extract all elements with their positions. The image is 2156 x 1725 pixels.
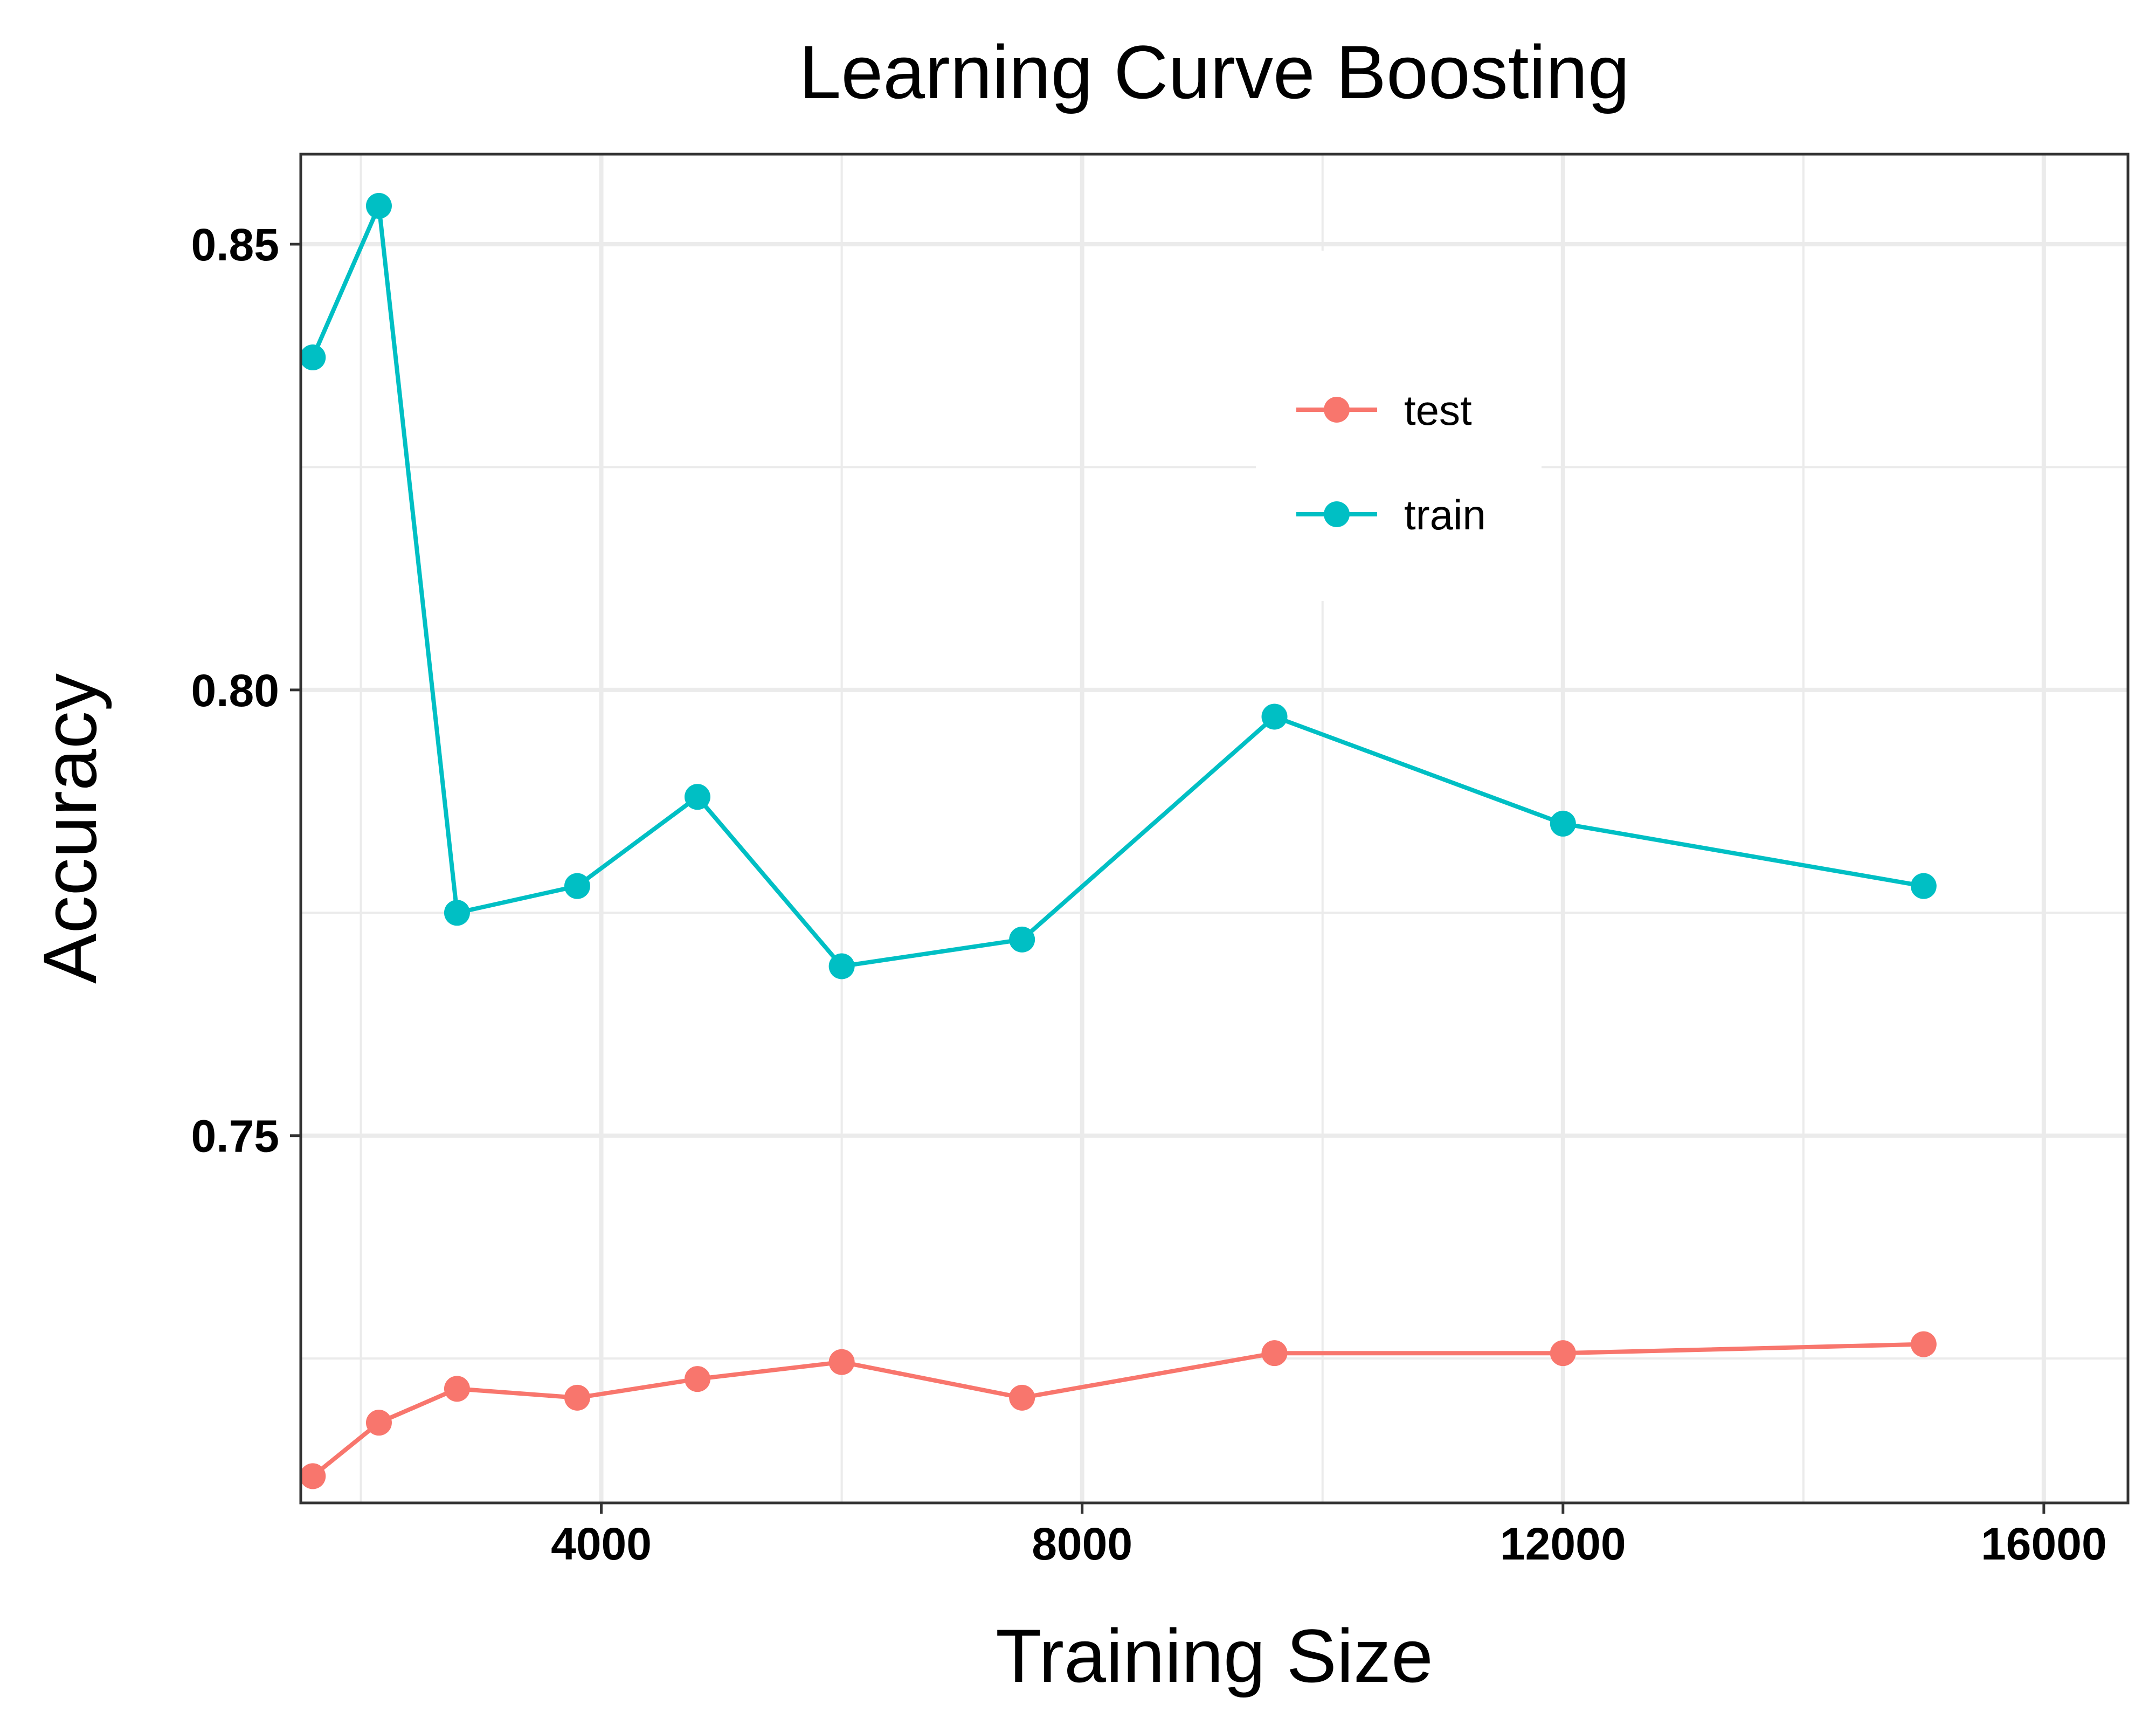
series-test <box>300 1331 1937 1489</box>
data-point-train <box>564 873 590 899</box>
y-tick-label: 0.80 <box>191 665 280 716</box>
legend-key-point <box>1324 397 1350 423</box>
series-train <box>300 192 1937 979</box>
y-axis: 0.75 0.80 0.85 <box>191 219 301 1162</box>
legend-item-test: test <box>1296 387 1472 434</box>
data-point-test <box>444 1376 470 1402</box>
data-point-train <box>684 784 710 810</box>
data-point-test <box>564 1384 590 1411</box>
x-tick-label: 8000 <box>1032 1519 1132 1569</box>
legend-background <box>1256 251 1542 601</box>
y-axis-title: Accuracy <box>27 673 112 984</box>
y-tick-label: 0.75 <box>191 1111 280 1162</box>
data-point-test <box>1550 1340 1576 1367</box>
series-line-test <box>311 1342 1924 1478</box>
data-point-test <box>1261 1340 1288 1367</box>
data-point-test <box>1910 1331 1937 1357</box>
legend-items: test train <box>1296 387 1486 539</box>
series-layer <box>300 192 1937 1489</box>
x-axis: 4000 8000 12000 16000 <box>551 1503 2107 1569</box>
legend-item-train: train <box>1296 491 1486 539</box>
data-point-test <box>365 1410 392 1436</box>
data-point-train <box>1261 703 1288 730</box>
x-tick-label: 12000 <box>1500 1519 1626 1569</box>
x-axis-title: Training Size <box>996 1613 1433 1698</box>
x-tick-label: 4000 <box>551 1519 652 1569</box>
legend: test train <box>1256 251 1542 601</box>
data-point-test <box>828 1349 855 1375</box>
legend-key-point <box>1324 501 1350 527</box>
data-point-test <box>684 1366 710 1392</box>
data-point-train <box>1550 810 1576 837</box>
data-point-train <box>444 900 470 926</box>
data-point-train <box>1009 926 1035 953</box>
data-point-test <box>300 1463 326 1489</box>
data-point-test <box>1009 1384 1035 1411</box>
data-point-train <box>300 344 326 371</box>
y-tick-label: 0.85 <box>191 219 280 270</box>
data-point-train <box>365 192 392 219</box>
legend-label: train <box>1404 491 1486 539</box>
x-tick-label: 16000 <box>1981 1519 2107 1569</box>
data-point-train <box>828 953 855 979</box>
series-line-train <box>310 203 1924 969</box>
legend-label: test <box>1404 387 1472 434</box>
chart-title: Learning Curve Boosting <box>799 30 1630 114</box>
data-point-train <box>1910 873 1937 899</box>
panel-border <box>299 153 2130 1505</box>
